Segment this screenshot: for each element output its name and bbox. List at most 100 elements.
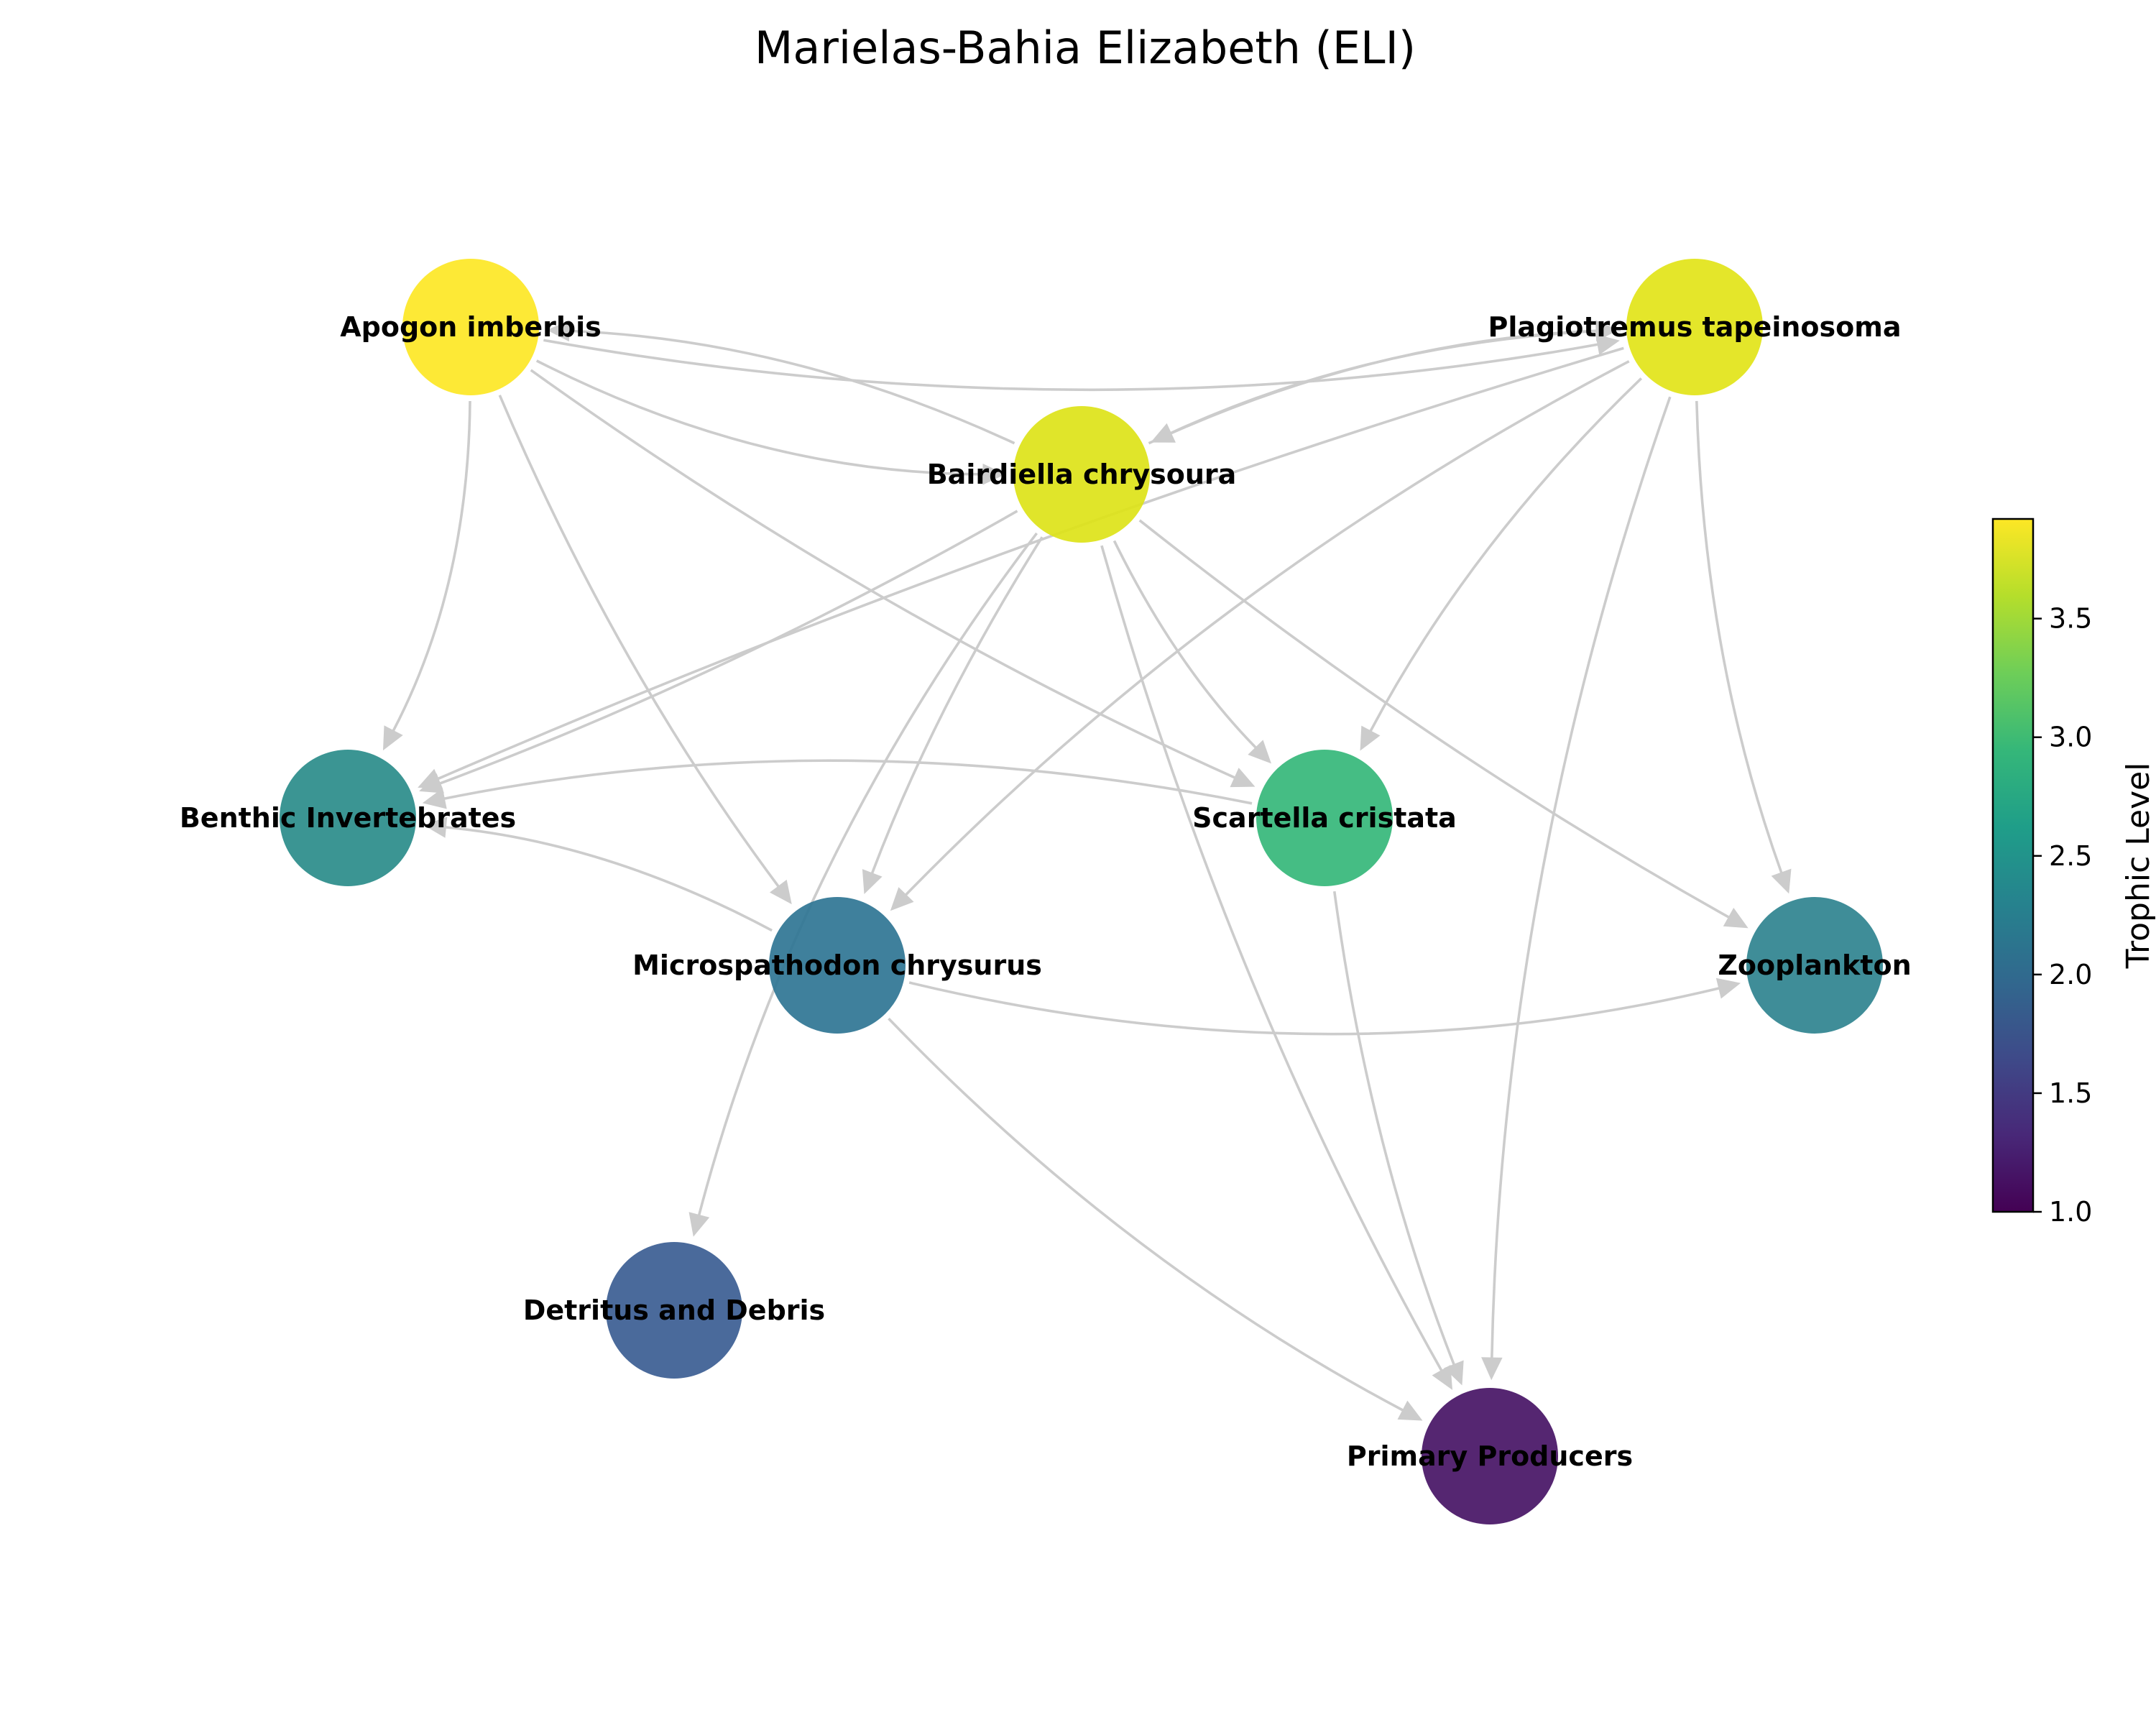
- labels-layer: Apogon imberbis Plagiotremus tapeinosoma B…: [180, 311, 1912, 1472]
- edge-line: [905, 360, 1630, 896]
- edge-line: [530, 369, 1235, 779]
- edge-line: [888, 1017, 1404, 1412]
- edge-micro-to-benthic: [423, 816, 773, 932]
- edge-plagiotremus-to-benthic: [418, 346, 1624, 788]
- edge-arrowhead: [862, 869, 883, 895]
- node-producers: [1422, 1388, 1558, 1524]
- edge-line: [392, 400, 471, 732]
- edge-arrowhead: [1723, 907, 1749, 929]
- figure-title: Marielas-Bahia Elizabeth (ELI): [755, 22, 1416, 74]
- edge-bairdiella-to-producers: [1100, 545, 1453, 1390]
- node-bairdiella: [1013, 406, 1150, 543]
- edge-arrowhead: [1230, 768, 1256, 788]
- edge-apogon-to-scartella: [530, 369, 1256, 788]
- node-label-zooplankton: Zooplankton: [1718, 949, 1911, 981]
- edge-arrowhead: [769, 879, 792, 905]
- node-label-bairdiella: Bairdiella chrysoura: [927, 459, 1237, 490]
- node-label-apogon: Apogon imberbis: [340, 311, 602, 343]
- node-zooplankton: [1746, 897, 1883, 1034]
- edge-line: [498, 395, 780, 888]
- edge-arrowhead: [418, 768, 443, 788]
- node-scartella: [1256, 750, 1393, 886]
- edge-arrowhead: [1397, 1400, 1423, 1421]
- edge-line: [1100, 545, 1443, 1371]
- nodes-layer: [280, 259, 1883, 1524]
- colorbar-tick-label: 1.0: [2049, 1196, 2092, 1228]
- edge-line: [697, 532, 1038, 1215]
- edge-micro-to-producers: [888, 1017, 1423, 1421]
- edge-arrowhead: [1595, 334, 1620, 355]
- colorbar-tick-label: 3.5: [2049, 603, 2092, 635]
- edge-arrowhead: [1360, 725, 1381, 751]
- edge-line: [446, 826, 773, 932]
- edge-arrowhead: [1481, 1357, 1503, 1381]
- node-plagiotremus: [1626, 259, 1763, 395]
- edge-arrowhead: [382, 725, 403, 751]
- edge-bairdiella-to-micro: [862, 536, 1044, 895]
- edge-arrowhead: [688, 1212, 710, 1237]
- edge-line: [870, 536, 1044, 874]
- edge-arrowhead: [1151, 423, 1176, 443]
- edge-line: [437, 346, 1624, 781]
- edge-arrowhead: [546, 320, 570, 342]
- edge-arrowhead: [890, 887, 914, 911]
- edge-arrowhead: [1432, 1364, 1453, 1390]
- edge-scartella-to-producers: [1332, 891, 1464, 1386]
- edge-line: [543, 339, 1598, 392]
- colorbar-ticks: 1.0 1.5 2.0 2.5 3.0 3.5: [2033, 603, 2092, 1228]
- edge-plagiotremus-to-micro: [890, 360, 1630, 911]
- edge-plagiotremus-to-zooplankton: [1695, 400, 1792, 894]
- colorbar-label: Trophic Level: [2120, 763, 2156, 970]
- colorbar: 1.0 1.5 2.0 2.5 3.0 3.5 Trophic Level: [1991, 518, 2156, 1228]
- edge-bairdiella-to-detritus: [688, 532, 1038, 1237]
- edge-apogon-to-micro: [498, 395, 792, 905]
- edge-plagiotremus-to-bairdiella: [1151, 328, 1621, 443]
- node-label-plagiotremus: Plagiotremus tapeinosoma: [1488, 311, 1902, 343]
- edge-line: [1369, 377, 1643, 732]
- colorbar-tick-label: 3.0: [2049, 722, 2092, 753]
- edge-scartella-to-benthic: [422, 759, 1253, 809]
- edge-line: [1491, 396, 1672, 1358]
- edge-line: [908, 981, 1720, 1036]
- edge-apogon-to-bairdiella: [535, 359, 1006, 485]
- edge-bairdiella-to-zooplankton: [1138, 519, 1749, 929]
- edge-line: [535, 359, 984, 476]
- node-label-scartella: Scartella cristata: [1192, 802, 1457, 834]
- node-apogon: [402, 259, 539, 395]
- edge-apogon-to-plagiotremus: [543, 334, 1620, 392]
- edge-line: [439, 510, 1018, 785]
- node-label-benthic: Benthic Invertebrates: [180, 802, 516, 834]
- colorbar-tick-label: 2.5: [2049, 840, 2092, 872]
- edge-apogon-to-benthic: [382, 400, 471, 751]
- edge-arrowhead: [1444, 1360, 1464, 1386]
- edge-line: [1332, 891, 1455, 1366]
- edge-arrowhead: [1771, 868, 1792, 894]
- edge-bairdiella-to-benthic: [419, 510, 1018, 794]
- edge-arrowhead: [1248, 740, 1272, 764]
- edge-bairdiella-to-scartella: [1112, 540, 1272, 764]
- edge-arrowhead: [982, 464, 1006, 485]
- colorbar-tick-label: 1.5: [2049, 1077, 2092, 1109]
- colorbar-tick-label: 2.0: [2049, 959, 2092, 990]
- node-label-producers: Primary Producers: [1347, 1440, 1633, 1472]
- edge-arrowhead: [423, 816, 448, 838]
- colorbar-gradient: [1991, 518, 2035, 1213]
- edge-plagiotremus-to-scartella: [1360, 377, 1643, 751]
- node-label-micro: Microspathodon chrysurus: [632, 949, 1042, 981]
- edge-line: [1695, 400, 1783, 873]
- edge-arrowhead: [1715, 978, 1741, 999]
- edge-line: [1138, 519, 1730, 919]
- edge-arrowhead: [422, 788, 447, 809]
- edges-layer: [382, 320, 1792, 1421]
- edge-bairdiella-to-apogon: [546, 320, 1015, 445]
- edge-micro-to-zooplankton: [908, 978, 1741, 1036]
- edge-line: [1170, 328, 1621, 435]
- node-micro: [769, 897, 906, 1034]
- node-label-detritus: Detritus and Debris: [523, 1294, 825, 1326]
- node-detritus: [606, 1242, 742, 1379]
- edge-line: [1112, 540, 1257, 749]
- edge-line: [568, 329, 1015, 445]
- edge-plagiotremus-to-producers: [1481, 396, 1672, 1381]
- node-benthic: [280, 750, 416, 886]
